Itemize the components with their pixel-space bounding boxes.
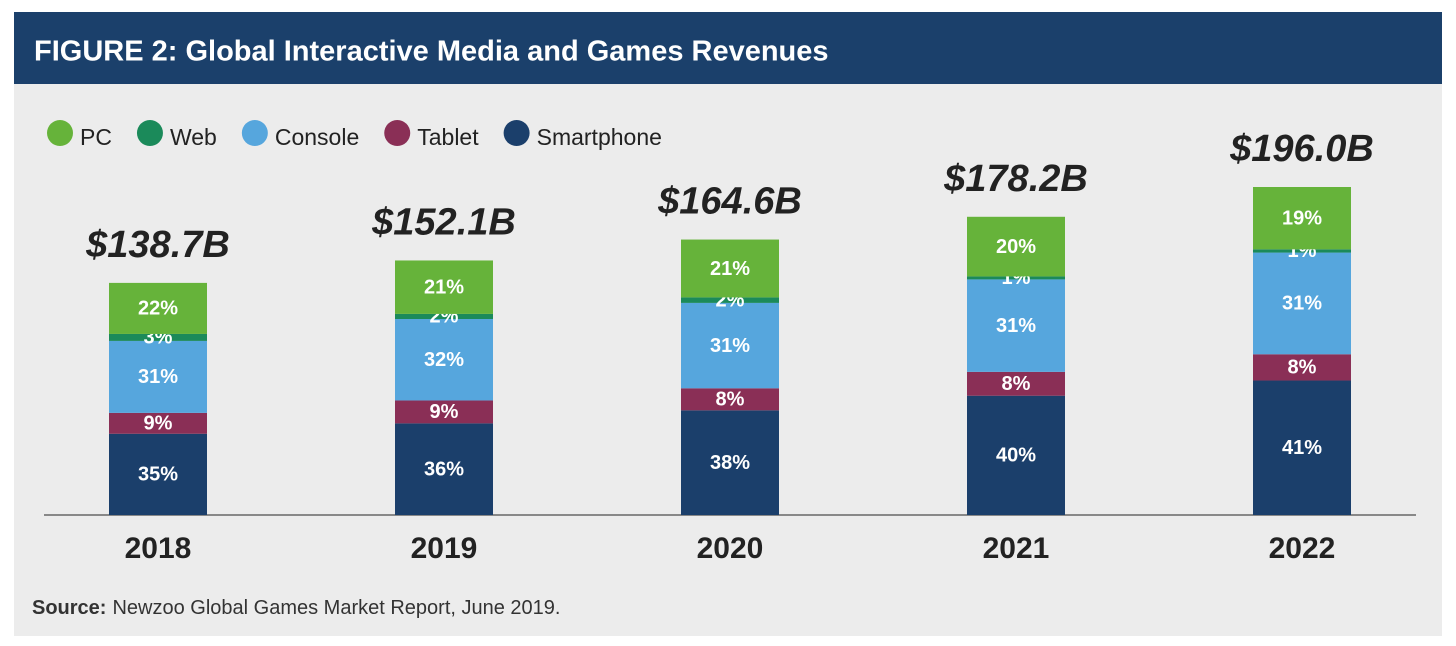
bar-segment — [109, 433, 207, 515]
bar-segment — [967, 279, 1065, 372]
legend-label: Web — [170, 124, 217, 150]
total-label: $164.6B — [657, 181, 802, 223]
bar-segment — [681, 297, 779, 303]
legend-label: Smartphone — [537, 124, 662, 150]
legend-swatch — [47, 120, 73, 146]
bar-segment — [681, 239, 779, 298]
value-label: 31% — [996, 315, 1036, 337]
x-tick-label: 2020 — [697, 532, 764, 565]
bar-segment — [1253, 187, 1351, 250]
legend-swatch — [503, 120, 530, 146]
bar-segment — [681, 388, 779, 411]
x-tick-label: 2018 — [125, 532, 192, 565]
bar-segment — [109, 282, 207, 334]
legend-swatch — [384, 120, 411, 146]
bar-segment — [967, 395, 1065, 515]
value-label: 8% — [1002, 373, 1031, 395]
x-tick-label: 2019 — [411, 532, 478, 565]
bar-segment — [395, 319, 493, 401]
bar-segment — [681, 302, 779, 389]
value-label: 8% — [716, 389, 745, 411]
source: Source: Newzoo Global Games Market Report… — [32, 597, 560, 619]
value-label: 40% — [996, 445, 1036, 467]
x-tick-label: 2022 — [1269, 532, 1336, 565]
source-label: Source: — [32, 597, 106, 619]
bar-segment — [109, 333, 207, 341]
value-label: 38% — [710, 452, 750, 474]
bar-segment — [1253, 380, 1351, 515]
value-label: 9% — [430, 401, 459, 423]
value-label: 31% — [710, 335, 750, 357]
value-label: 31% — [138, 366, 178, 388]
bar-segment — [109, 412, 207, 434]
value-label: 21% — [424, 276, 464, 298]
bar-segment — [395, 260, 493, 314]
value-label: 20% — [996, 236, 1036, 258]
bar-segment — [967, 216, 1065, 277]
source-text: Newzoo Global Games Market Report, June … — [112, 597, 560, 619]
bar-segment — [1253, 354, 1351, 381]
value-label: 31% — [1282, 293, 1322, 315]
total-label: $152.1B — [371, 201, 516, 243]
bar-segment — [395, 423, 493, 515]
bar-segment — [967, 371, 1065, 396]
total-label: $138.7B — [85, 224, 230, 266]
bar-segment — [395, 313, 493, 320]
bar-segment — [395, 400, 493, 424]
value-label: 21% — [710, 258, 750, 280]
legend-label: PC — [80, 124, 112, 150]
legend-swatch — [136, 120, 163, 146]
x-tick-label: 2021 — [983, 532, 1050, 565]
bar-segment — [1253, 249, 1351, 253]
total-label: $178.2B — [943, 158, 1088, 200]
legend-label: Console — [275, 124, 359, 150]
value-label: 41% — [1282, 437, 1322, 459]
value-label: 19% — [1282, 207, 1322, 229]
value-label: 36% — [424, 458, 464, 480]
bar-segment — [1253, 252, 1351, 355]
header-band — [14, 12, 1442, 84]
total-label: $196.0B — [1229, 128, 1374, 170]
value-label: 9% — [144, 413, 173, 435]
value-label: 22% — [138, 298, 178, 320]
bar-segment — [681, 410, 779, 515]
value-label: 8% — [1288, 357, 1317, 379]
legend-swatch — [241, 120, 268, 146]
bar-segment — [109, 340, 207, 413]
value-label: 32% — [424, 349, 464, 371]
chart-title: FIGURE 2: Global Interactive Media and G… — [34, 36, 829, 68]
value-label: 35% — [138, 464, 178, 486]
legend-label: Tablet — [417, 124, 479, 150]
bar-segment — [967, 276, 1065, 280]
